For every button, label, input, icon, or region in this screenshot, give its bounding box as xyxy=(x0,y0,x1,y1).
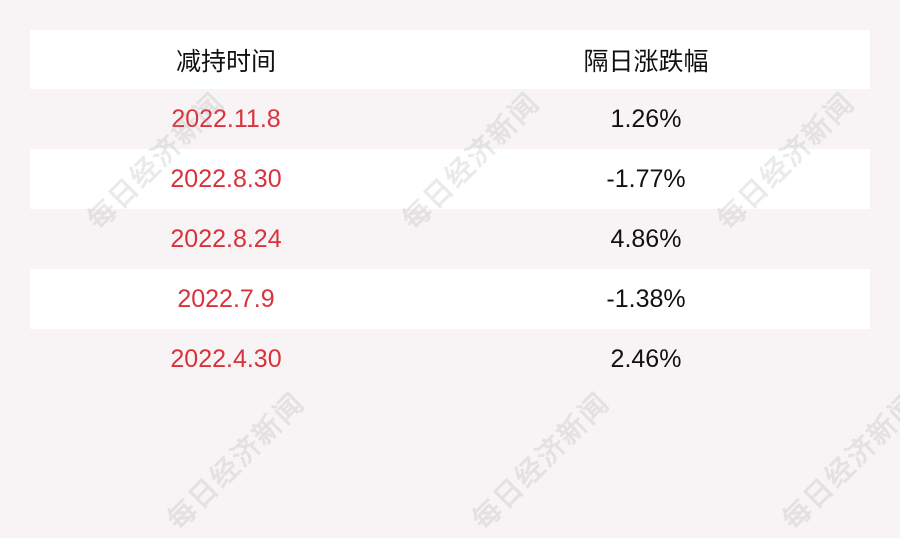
date-cell: 2022.8.30 xyxy=(170,164,282,193)
header-date: 减持时间 xyxy=(175,46,276,76)
date-cell: 2022.4.30 xyxy=(170,344,282,373)
change-cell: 4.86% xyxy=(610,224,682,253)
table-row: 2022.11.8 1.26% xyxy=(30,89,870,149)
table-header: 减持时间 隔日涨跌幅 xyxy=(30,30,870,89)
change-cell: 1.26% xyxy=(610,104,682,133)
watermark: 每日经济新闻 xyxy=(160,385,312,537)
change-cell: -1.38% xyxy=(606,284,686,313)
table-row: 2022.4.30 2.46% xyxy=(30,329,870,389)
date-cell: 2022.8.24 xyxy=(170,224,282,253)
header-change: 隔日涨跌幅 xyxy=(583,46,709,76)
reduction-table: 减持时间 隔日涨跌幅 2022.11.8 1.26% 2022.8.30 -1.… xyxy=(30,30,870,389)
date-cell: 2022.11.8 xyxy=(171,104,281,133)
table-row: 2022.8.30 -1.77% xyxy=(30,149,870,209)
watermark: 每日经济新闻 xyxy=(465,385,617,537)
table-row: 2022.8.24 4.86% xyxy=(30,209,870,269)
date-cell: 2022.7.9 xyxy=(177,284,275,313)
change-cell: 2.46% xyxy=(610,344,682,373)
watermark: 每日经济新闻 xyxy=(775,385,900,537)
change-cell: -1.77% xyxy=(606,164,686,193)
table-row: 2022.7.9 -1.38% xyxy=(30,269,870,329)
